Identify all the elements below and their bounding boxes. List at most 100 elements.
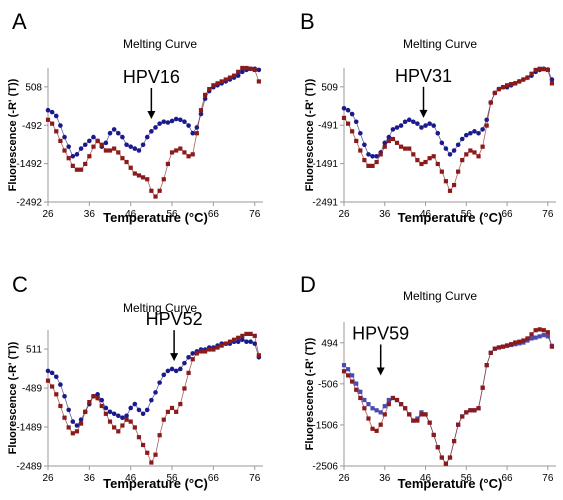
data-point xyxy=(537,334,542,339)
data-point xyxy=(472,129,477,134)
data-point xyxy=(439,140,445,146)
data-point xyxy=(411,418,416,423)
data-point xyxy=(353,119,359,125)
data-point xyxy=(398,144,404,149)
data-point xyxy=(198,349,204,354)
data-point xyxy=(382,144,387,149)
data-point xyxy=(341,369,347,374)
data-point xyxy=(103,411,108,416)
y-axis-label: Fluorescence (-R' (T)) xyxy=(304,78,316,191)
y-tick-label: -2506 xyxy=(312,462,338,473)
data-point xyxy=(341,115,347,120)
data-point xyxy=(492,346,497,351)
x-tick-label: 26 xyxy=(42,473,54,484)
data-point xyxy=(182,360,187,366)
data-point xyxy=(165,120,171,125)
data-point xyxy=(468,130,473,136)
data-point xyxy=(374,428,379,433)
panel-letter: D xyxy=(300,272,316,297)
x-tick-label: 76 xyxy=(249,209,261,220)
y-axis-label: Fluorescence (-R' (T)) xyxy=(7,341,19,454)
data-point xyxy=(112,146,117,151)
data-point xyxy=(78,146,84,151)
series-2 xyxy=(45,331,261,465)
data-point xyxy=(115,413,121,419)
series-2 xyxy=(45,65,261,199)
data-point xyxy=(124,417,129,422)
data-point xyxy=(190,152,195,157)
data-point xyxy=(45,107,51,113)
x-axis-label: Temperature (°C) xyxy=(103,476,208,491)
data-point xyxy=(107,130,113,136)
data-point xyxy=(95,396,100,401)
data-point xyxy=(161,177,166,182)
data-point xyxy=(374,159,379,165)
data-point xyxy=(165,368,171,374)
data-point xyxy=(70,153,76,159)
x-axis-label: Temperature (°C) xyxy=(103,210,208,225)
data-point xyxy=(390,395,396,401)
data-point xyxy=(99,142,104,147)
data-point xyxy=(145,177,150,182)
data-point xyxy=(447,188,453,193)
data-point xyxy=(468,148,473,153)
data-point xyxy=(186,123,191,128)
data-point xyxy=(549,81,555,86)
y-tick-label: -1489 xyxy=(16,423,42,434)
data-point xyxy=(464,410,469,415)
data-point xyxy=(386,397,391,403)
data-point xyxy=(149,129,154,134)
data-point xyxy=(153,452,158,457)
data-point xyxy=(107,419,113,424)
data-point xyxy=(62,134,67,140)
data-point xyxy=(398,123,404,128)
data-point xyxy=(107,148,113,153)
data-point xyxy=(140,175,146,180)
data-point xyxy=(256,67,262,73)
data-point xyxy=(537,66,542,71)
data-point xyxy=(157,121,162,126)
data-point xyxy=(103,148,108,153)
data-point xyxy=(136,435,142,440)
data-point xyxy=(370,163,375,168)
data-point xyxy=(500,344,506,349)
data-point xyxy=(165,161,171,167)
data-point xyxy=(435,161,440,167)
data-point xyxy=(350,373,355,378)
data-point xyxy=(140,442,146,448)
data-point xyxy=(476,130,481,136)
x-tick-label: 36 xyxy=(84,473,96,484)
data-point xyxy=(70,431,75,436)
data-point xyxy=(549,344,555,349)
data-point xyxy=(248,331,253,336)
data-point xyxy=(116,150,121,155)
data-point xyxy=(120,156,125,161)
data-point xyxy=(431,432,436,438)
data-point xyxy=(415,158,420,163)
data-point xyxy=(178,117,183,123)
data-point xyxy=(45,368,51,374)
data-point xyxy=(484,363,489,368)
data-point xyxy=(354,138,359,144)
y-tick-label: -2489 xyxy=(16,462,42,473)
data-point xyxy=(132,425,137,430)
data-point xyxy=(443,179,449,184)
data-point xyxy=(435,130,441,136)
data-point xyxy=(149,188,154,193)
data-point xyxy=(136,173,142,178)
data-point xyxy=(496,345,502,350)
data-point xyxy=(211,83,216,88)
panel-letter: A xyxy=(12,9,27,34)
data-point xyxy=(541,333,546,338)
data-point xyxy=(115,130,121,136)
data-point xyxy=(240,65,245,71)
data-point xyxy=(427,420,432,425)
data-point xyxy=(386,402,391,407)
data-point xyxy=(419,125,424,130)
data-point xyxy=(103,405,109,411)
data-point xyxy=(533,328,538,333)
data-point xyxy=(464,132,469,138)
data-point xyxy=(157,380,162,385)
data-point xyxy=(431,123,436,128)
